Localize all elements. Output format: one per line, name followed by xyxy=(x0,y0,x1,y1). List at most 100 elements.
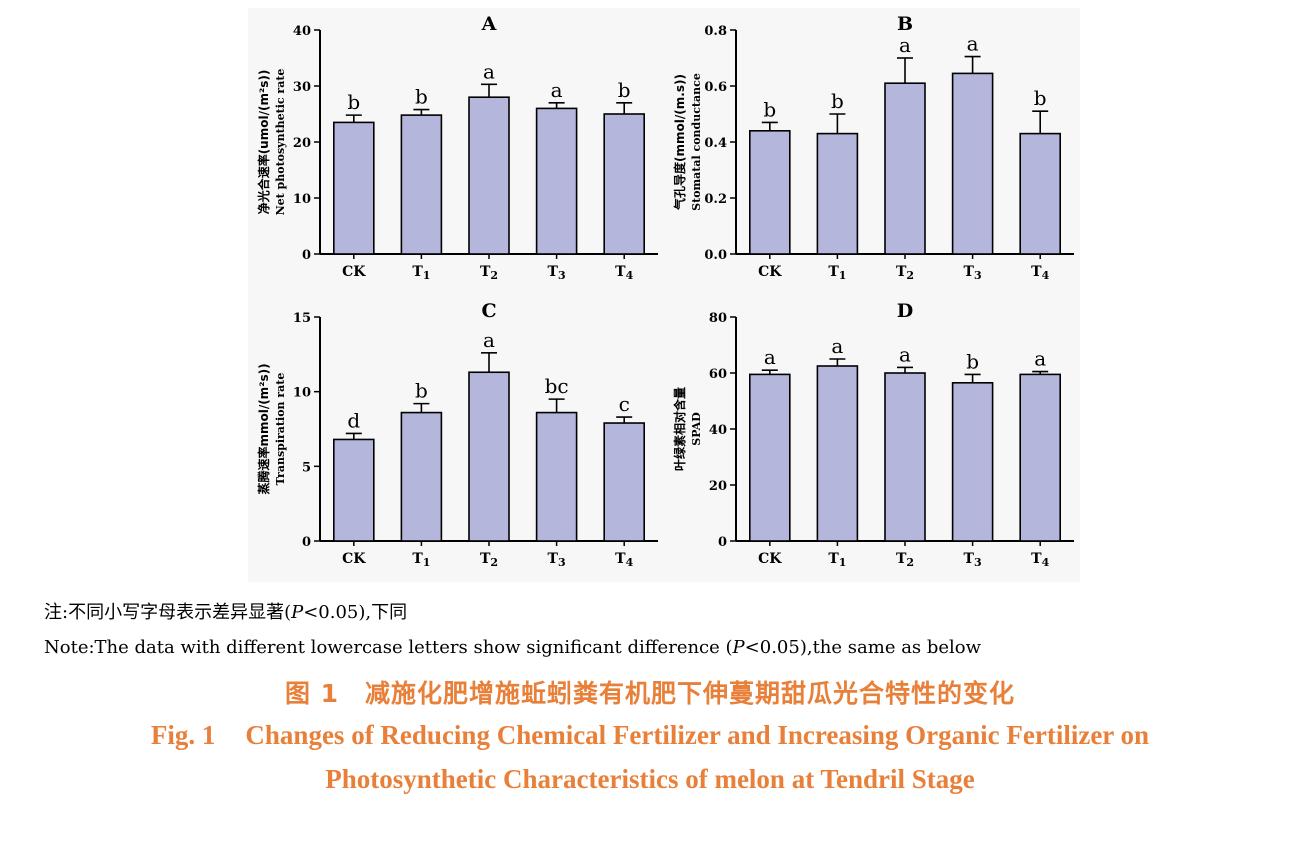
significance-label: a xyxy=(899,33,911,57)
y-tick-label: 20 xyxy=(709,479,727,494)
figure-caption-chinese: 图 1 减施化肥增施蚯蚓粪有机肥下伸蔓期甜瓜光合特性的变化 xyxy=(0,674,1300,710)
y-tick-label: 0.2 xyxy=(704,192,727,207)
bar xyxy=(816,132,859,255)
significance-label: b xyxy=(831,89,844,113)
y-axis-label-en: Stomatal conductance xyxy=(690,73,703,211)
y-tick-label: 10 xyxy=(293,386,311,401)
bar xyxy=(535,411,578,542)
x-tick-label: T1 xyxy=(828,264,846,282)
note-en-prefix: Note:The data with different lowercase l… xyxy=(44,637,733,658)
bar xyxy=(535,107,578,255)
bar xyxy=(603,113,646,255)
x-tick-label: CK xyxy=(342,264,366,280)
bar xyxy=(749,130,791,255)
x-tick-label: T1 xyxy=(828,551,846,569)
bar xyxy=(1019,132,1062,255)
x-tick-label: T2 xyxy=(896,264,914,282)
y-tick-label: 40 xyxy=(293,24,311,39)
x-tick-label: T2 xyxy=(896,551,914,569)
y-axis-label-en: Transpiration rate xyxy=(274,373,287,486)
x-tick-label: T4 xyxy=(615,264,633,282)
y-axis-label-cn: 净光合速率(umol/(m²s)) xyxy=(256,70,271,215)
y-axis-label-en: Net photosynthetic rate xyxy=(274,69,287,216)
y-axis-label-en: SPAD xyxy=(690,412,703,446)
x-tick-label: T4 xyxy=(615,551,633,569)
x-tick-label: T1 xyxy=(412,264,430,282)
significance-label: a xyxy=(764,345,776,369)
chart-a-net-photosynthetic-rate: A 净光合速率(umol/(m²s)) Net photosynthetic rat… xyxy=(256,13,658,282)
y-tick-label: 0.0 xyxy=(704,248,727,263)
y-tick-label: 0 xyxy=(302,248,311,263)
significance-label: a xyxy=(899,342,911,366)
significance-label: b xyxy=(1034,86,1047,110)
significance-label: c xyxy=(619,392,630,416)
caption-en-fig-number: Fig. 1 xyxy=(150,720,216,750)
y-axis-label-cn: 气孔导度(mmol/(m.s)) xyxy=(672,74,687,211)
significance-label: bc xyxy=(545,374,569,398)
significance-label: a xyxy=(483,59,495,83)
bar xyxy=(468,96,510,255)
significance-label: d xyxy=(347,408,360,432)
x-tick-label: T1 xyxy=(412,551,430,569)
x-tick-label: T3 xyxy=(964,551,982,569)
bar xyxy=(951,72,994,255)
bar xyxy=(468,371,510,542)
significance-label: a xyxy=(1034,347,1046,371)
bar xyxy=(884,82,926,255)
y-tick-label: 10 xyxy=(293,192,311,207)
significance-label: b xyxy=(618,78,631,102)
x-tick-label: T2 xyxy=(480,264,498,282)
y-axis-label-cn: 叶绿素相对含量 xyxy=(672,387,687,471)
bar xyxy=(333,121,375,255)
x-tick-label: T3 xyxy=(548,551,566,569)
y-tick-label: 60 xyxy=(709,367,727,382)
y-tick-label: 0.8 xyxy=(704,24,727,39)
significance-label: b xyxy=(347,90,360,114)
figure-caption-english-line1: Fig. 1 Changes of Reducing Chemical Ferti… xyxy=(0,720,1300,751)
bar xyxy=(951,382,994,542)
panel-label: C xyxy=(481,300,496,322)
chart-d-spad: D 叶绿素相对含量 SPAD 0 20 40 60 80 a CK a T1 a T2 b T3 a T4 xyxy=(672,300,1074,569)
y-tick-label: 0 xyxy=(718,535,727,550)
panel-label: B xyxy=(897,13,913,35)
significance-label: b xyxy=(966,349,979,373)
y-tick-label: 15 xyxy=(293,311,311,326)
chart-c-transpiration-rate: C 蒸腾速率mmol/(m²s)) Transpiration rate 0 5 10 15… xyxy=(256,300,658,569)
significance-label: a xyxy=(483,328,495,352)
significance-label: a xyxy=(831,334,843,358)
bar xyxy=(884,372,926,542)
significance-label: a xyxy=(551,78,563,102)
significance-label: b xyxy=(763,97,776,121)
x-tick-label: T2 xyxy=(480,551,498,569)
caption-en-line1: Changes of Reducing Chemical Fertilizer … xyxy=(245,720,1150,750)
y-tick-label: 0.4 xyxy=(704,136,727,151)
y-axis-label-cn: 蒸腾速率mmol/(m²s)) xyxy=(256,363,271,494)
figure-panel xyxy=(248,8,1080,582)
y-tick-label: 0.6 xyxy=(704,80,727,95)
note-cn-suffix: <0.05),下同 xyxy=(303,602,408,623)
note-cn-prefix: 注:不同小写字母表示差异显著( xyxy=(44,602,292,623)
caption-en-line2: Photosynthetic Characteristics of melon … xyxy=(325,764,975,794)
panel-label: D xyxy=(897,300,913,322)
x-tick-label: CK xyxy=(758,264,782,280)
note-english: Note:The data with different lowercase l… xyxy=(44,637,981,658)
bar xyxy=(1019,373,1062,542)
y-tick-label: 40 xyxy=(709,423,727,438)
note-chinese: 注:不同小写字母表示差异显著(P<0.05),下同 xyxy=(44,598,407,624)
note-en-suffix: <0.05),the same as below xyxy=(744,637,982,658)
caption-cn-text: 减施化肥增施蚯蚓粪有机肥下伸蔓期甜瓜光合特性的变化 xyxy=(365,679,1016,708)
x-tick-label: CK xyxy=(342,551,366,567)
bar xyxy=(333,438,375,542)
y-tick-label: 0 xyxy=(302,535,311,550)
note-cn-p: P xyxy=(291,602,304,623)
y-tick-label: 30 xyxy=(293,80,311,95)
y-tick-label: 80 xyxy=(709,311,727,326)
x-tick-label: T3 xyxy=(964,264,982,282)
significance-label: a xyxy=(967,32,979,56)
significance-label: b xyxy=(415,379,428,403)
x-tick-label: CK xyxy=(758,551,782,567)
bar xyxy=(603,422,646,542)
bar xyxy=(400,114,443,255)
figure-caption-english-line2: Photosynthetic Characteristics of melon … xyxy=(0,764,1300,795)
bar xyxy=(749,373,791,542)
